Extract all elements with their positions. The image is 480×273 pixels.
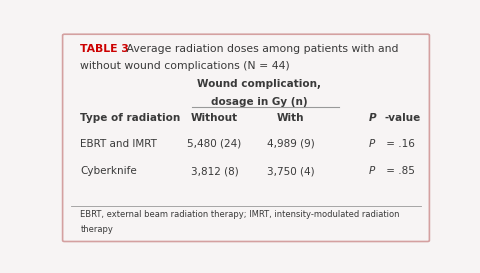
Text: Wound complication,: Wound complication, (197, 79, 321, 89)
Text: = .85: = .85 (383, 166, 415, 176)
Text: dosage in Gy (n): dosage in Gy (n) (211, 97, 307, 107)
Text: 3,750 (4): 3,750 (4) (267, 166, 314, 176)
FancyBboxPatch shape (62, 34, 430, 242)
Text: TABLE 3: TABLE 3 (81, 44, 129, 54)
Text: -value: -value (384, 113, 420, 123)
Text: Type of radiation: Type of radiation (81, 113, 180, 123)
Text: Average radiation doses among patients with and: Average radiation doses among patients w… (123, 44, 399, 54)
Text: = .16: = .16 (383, 139, 415, 149)
Text: 5,480 (24): 5,480 (24) (187, 139, 241, 149)
Text: Cyberknife: Cyberknife (81, 166, 137, 176)
Text: P: P (369, 113, 376, 123)
Text: without wound complications (N = 44): without wound complications (N = 44) (81, 61, 290, 71)
Text: EBRT and IMRT: EBRT and IMRT (81, 139, 157, 149)
Text: therapy: therapy (81, 225, 113, 234)
Text: P: P (369, 166, 375, 176)
Text: P: P (369, 139, 375, 149)
Text: Without: Without (191, 113, 238, 123)
Text: 4,989 (9): 4,989 (9) (267, 139, 314, 149)
Text: 3,812 (8): 3,812 (8) (191, 166, 238, 176)
Text: EBRT, external beam radiation therapy; IMRT, intensity-modulated radiation: EBRT, external beam radiation therapy; I… (81, 210, 400, 219)
Text: With: With (277, 113, 304, 123)
